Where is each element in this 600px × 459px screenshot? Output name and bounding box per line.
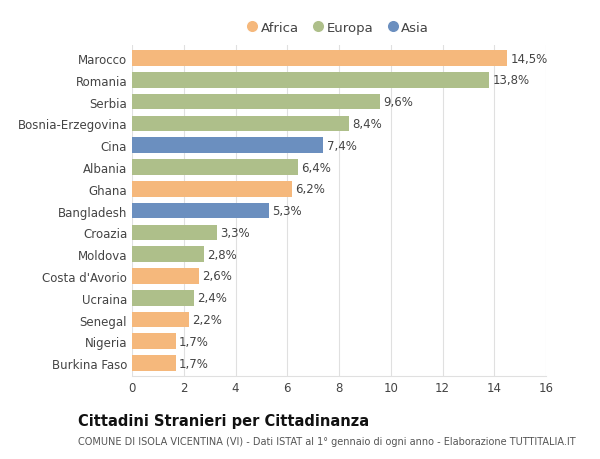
Bar xyxy=(132,356,176,371)
Text: 7,4%: 7,4% xyxy=(326,140,356,152)
Bar xyxy=(132,290,194,306)
Text: 1,7%: 1,7% xyxy=(179,335,209,348)
Text: 6,2%: 6,2% xyxy=(296,183,325,196)
Text: 8,4%: 8,4% xyxy=(352,118,382,131)
Text: 14,5%: 14,5% xyxy=(510,52,548,66)
Text: 1,7%: 1,7% xyxy=(179,357,209,370)
Text: 6,4%: 6,4% xyxy=(301,161,331,174)
Bar xyxy=(132,203,269,219)
Text: 2,8%: 2,8% xyxy=(208,248,238,261)
Text: 5,3%: 5,3% xyxy=(272,205,302,218)
Text: COMUNE DI ISOLA VICENTINA (VI) - Dati ISTAT al 1° gennaio di ogni anno - Elabora: COMUNE DI ISOLA VICENTINA (VI) - Dati IS… xyxy=(78,436,575,446)
Legend: Africa, Europa, Asia: Africa, Europa, Asia xyxy=(244,16,434,40)
Bar xyxy=(132,116,349,132)
Bar xyxy=(132,138,323,154)
Bar xyxy=(132,51,507,67)
Bar xyxy=(132,182,292,197)
Bar xyxy=(132,269,199,284)
Text: 3,3%: 3,3% xyxy=(220,226,250,239)
Text: Cittadini Stranieri per Cittadinanza: Cittadini Stranieri per Cittadinanza xyxy=(78,413,369,428)
Bar xyxy=(132,160,298,175)
Bar xyxy=(132,95,380,110)
Bar xyxy=(132,312,189,328)
Bar xyxy=(132,334,176,349)
Text: 9,6%: 9,6% xyxy=(383,96,413,109)
Text: 2,6%: 2,6% xyxy=(202,270,232,283)
Text: 2,4%: 2,4% xyxy=(197,291,227,305)
Bar xyxy=(132,73,489,89)
Bar xyxy=(132,247,205,263)
Text: 2,2%: 2,2% xyxy=(192,313,222,326)
Bar xyxy=(132,225,217,241)
Text: 13,8%: 13,8% xyxy=(492,74,529,87)
